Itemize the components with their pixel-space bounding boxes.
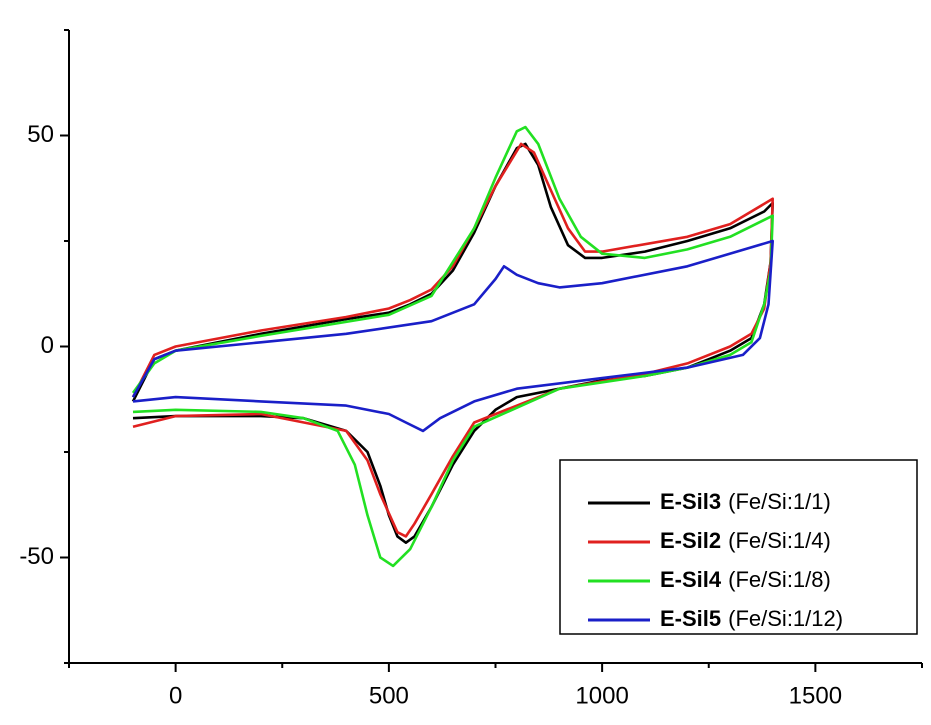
x-tick-label: 1000 bbox=[575, 682, 628, 709]
legend-name: E-Sil3 bbox=[660, 489, 721, 514]
y-tick-label: 50 bbox=[27, 121, 54, 148]
legend-composition: (Fe/Si:1/1) bbox=[728, 489, 831, 514]
y-tick-label: -50 bbox=[19, 543, 54, 570]
legend-label: E-Sil4 (Fe/Si:1/8) bbox=[660, 567, 831, 592]
legend-composition: (Fe/Si:1/12) bbox=[728, 606, 843, 631]
legend-label: E-Sil2 (Fe/Si:1/4) bbox=[660, 528, 831, 553]
legend-name: E-Sil4 bbox=[660, 567, 722, 592]
x-tick-label: 0 bbox=[169, 682, 182, 709]
plot-area bbox=[131, 125, 774, 568]
cv-curve bbox=[131, 125, 774, 568]
legend-composition: (Fe/Si:1/4) bbox=[728, 528, 831, 553]
legend-composition: (Fe/Si:1/8) bbox=[728, 567, 831, 592]
cv-curve bbox=[131, 142, 774, 538]
x-tick-label: 1500 bbox=[789, 682, 842, 709]
y-tick-label: 0 bbox=[41, 332, 54, 359]
legend bbox=[559, 459, 918, 635]
x-tick-label: 500 bbox=[369, 682, 409, 709]
legend-name: E-Sil5 bbox=[660, 606, 721, 631]
legend-label: E-Sil3 (Fe/Si:1/1) bbox=[660, 489, 831, 514]
legend-name: E-Sil2 bbox=[660, 528, 721, 553]
cv-curve bbox=[131, 239, 774, 433]
legend-label: E-Sil5 (Fe/Si:1/12) bbox=[660, 606, 843, 631]
